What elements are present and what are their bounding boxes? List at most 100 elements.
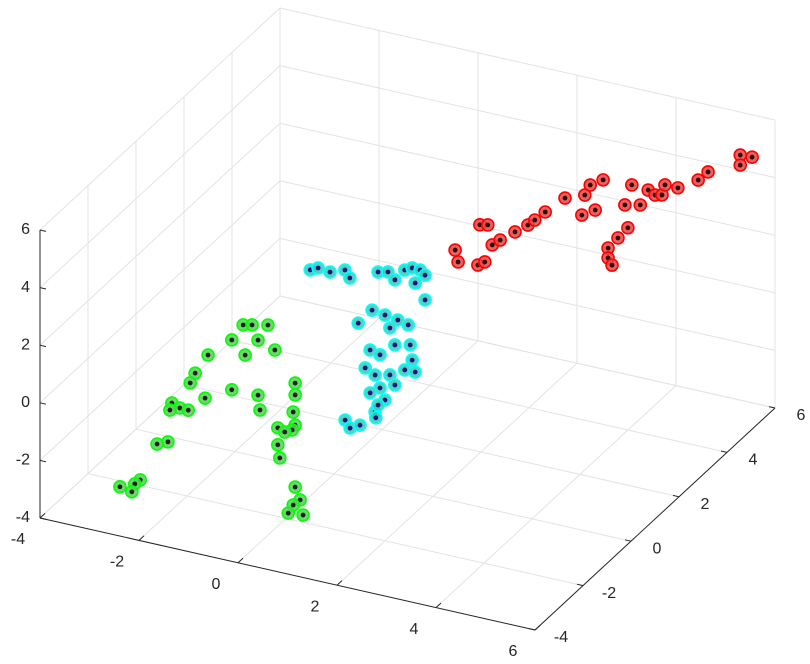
marker-dot (387, 325, 393, 331)
marker-dot (242, 352, 248, 358)
tick-mark (624, 539, 632, 542)
point (281, 506, 296, 520)
marker-dot (592, 207, 598, 213)
marker-dot (485, 222, 491, 228)
grid-line (138, 318, 380, 541)
point (125, 485, 139, 499)
point (150, 437, 164, 451)
marker-dot (290, 502, 296, 508)
point (353, 418, 367, 432)
marker-dot (202, 395, 208, 401)
point (583, 178, 598, 192)
point (691, 173, 705, 187)
point (343, 271, 357, 285)
marker-dot (637, 202, 643, 208)
point (388, 378, 402, 392)
grid-line (279, 180, 776, 294)
marker-dot (375, 402, 381, 408)
point (201, 348, 215, 362)
marker-dot (373, 415, 379, 421)
x-tick-label: -2 (110, 554, 124, 571)
point (251, 388, 265, 402)
marker-dot (412, 369, 418, 375)
marker-dot (392, 277, 398, 283)
marker-dot (355, 320, 361, 326)
grid-line (435, 385, 677, 608)
point (277, 425, 292, 439)
marker-dot (292, 484, 298, 490)
point (508, 225, 522, 239)
point (311, 261, 325, 275)
tick-mark (39, 402, 47, 405)
grid-line (135, 428, 632, 542)
marker-dot (609, 262, 615, 268)
grid-line (231, 339, 728, 453)
marker-dot (737, 152, 743, 158)
marker-dot (347, 425, 353, 431)
point (745, 150, 759, 164)
marker-dot (407, 342, 413, 348)
point (288, 480, 302, 494)
marker-dot (422, 297, 428, 303)
marker-dot (477, 222, 483, 228)
x-tick-label: 0 (212, 576, 221, 593)
marker-dot (532, 217, 538, 223)
grid-line (279, 237, 776, 351)
x-axis (39, 517, 536, 631)
point (733, 158, 748, 172)
marker-dot (177, 405, 183, 411)
marker-dot (265, 322, 271, 328)
marker-dot (362, 365, 368, 371)
z-tick-label: 2 (21, 336, 30, 353)
point (323, 265, 337, 279)
grid-line (279, 65, 776, 179)
marker-dot (482, 259, 488, 265)
point (391, 313, 405, 327)
marker-dot (409, 357, 415, 363)
tick-mark (237, 557, 244, 564)
grid-line (183, 384, 680, 498)
point (575, 208, 589, 222)
point (271, 438, 285, 452)
point (388, 338, 402, 352)
point (268, 343, 282, 357)
y-tick-label: 0 (653, 540, 662, 557)
tick-mark (39, 344, 47, 348)
marker-dot (297, 497, 303, 503)
point (288, 388, 302, 402)
z-tick-label: -4 (16, 509, 30, 526)
point (658, 178, 672, 192)
marker-dot (165, 439, 171, 445)
tick-mark (39, 229, 47, 232)
tick-mark (138, 535, 145, 541)
point (363, 343, 377, 357)
marker-dot (285, 510, 291, 516)
marker-dot (422, 272, 428, 278)
point (288, 376, 302, 390)
marker-dot (615, 235, 621, 241)
marker-dot (385, 269, 391, 275)
point (403, 338, 418, 352)
marker-dot (129, 489, 135, 495)
marker-dot (369, 307, 375, 313)
y-tick-label: 2 (701, 496, 710, 513)
point (625, 178, 639, 192)
marker-dot (455, 259, 461, 265)
point (418, 293, 432, 307)
point (655, 188, 669, 202)
marker-dot (117, 484, 123, 490)
grid-line (87, 473, 584, 587)
point (671, 181, 685, 195)
tick-mark (768, 406, 776, 409)
marker-dot (300, 512, 306, 518)
point (343, 421, 357, 435)
z-tick-label: -2 (16, 452, 30, 469)
point (363, 386, 377, 400)
marker-dot (392, 342, 398, 348)
y-tick-label: 6 (797, 407, 806, 424)
marker-dot (625, 225, 631, 231)
point (418, 268, 432, 282)
z-tick-label: 4 (21, 279, 30, 296)
point (701, 165, 715, 179)
grid-line (39, 238, 281, 461)
